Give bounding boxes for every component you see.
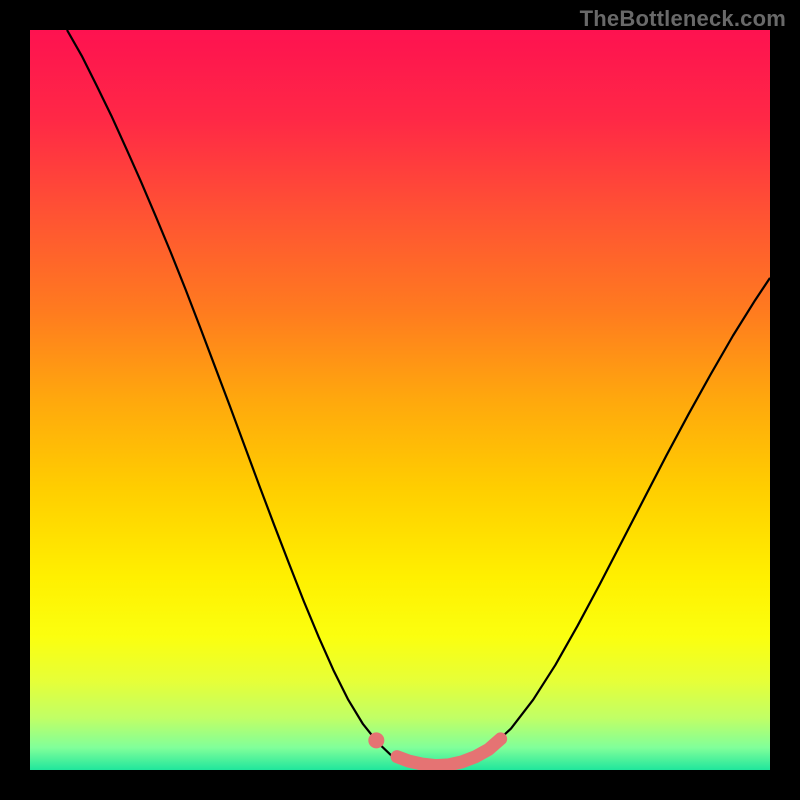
watermark-text: TheBottleneck.com	[580, 6, 786, 32]
plot-area	[30, 30, 770, 770]
gradient-background	[30, 30, 770, 770]
highlight-dot	[368, 732, 384, 748]
chart-frame: TheBottleneck.com	[0, 0, 800, 800]
chart-svg	[30, 30, 770, 770]
